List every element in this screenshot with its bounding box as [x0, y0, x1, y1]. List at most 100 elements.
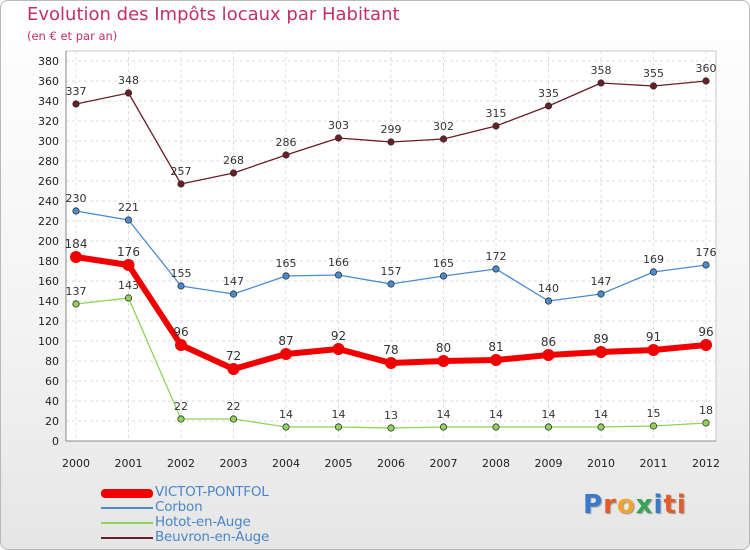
data-point-beuvron-en-auge [702, 77, 710, 85]
data-point-hotot-en-auge [72, 300, 80, 308]
x-tick-label: 2005 [325, 457, 353, 470]
legend-swatch-beuvron-en-auge [101, 537, 153, 539]
y-tick-label: 320 [38, 115, 59, 128]
data-point-victot-pontfol [595, 346, 607, 358]
data-point-victot-pontfol [70, 251, 82, 263]
data-point-beuvron-en-auge [544, 102, 553, 110]
data-point-victot-pontfol [385, 357, 397, 369]
data-label-corbon: 147 [223, 275, 244, 288]
data-label-victot-pontfol: 86 [541, 335, 556, 349]
data-point-beuvron-en-auge [334, 134, 343, 142]
legend-item-corbon: Corbon [101, 499, 341, 515]
data-point-hotot-en-auge [597, 423, 605, 431]
legend-label-beuvron-en-auge: Beuvron-en-Auge [155, 529, 270, 545]
logo-letter: P [583, 490, 604, 520]
data-point-hotot-en-auge [229, 415, 238, 423]
y-tick-label: 80 [45, 355, 59, 368]
data-point-hotot-en-auge [649, 422, 658, 430]
data-point-beuvron-en-auge [177, 180, 185, 188]
x-tick-label: 2009 [535, 457, 563, 470]
data-point-victot-pontfol [700, 339, 712, 351]
data-label-beuvron-en-auge: 337 [66, 85, 87, 98]
data-label-beuvron-en-auge: 257 [171, 165, 192, 178]
data-label-beuvron-en-auge: 358 [591, 64, 612, 77]
data-point-corbon [334, 271, 343, 279]
data-label-hotot-en-auge: 14 [437, 408, 451, 421]
data-label-beuvron-en-auge: 355 [643, 67, 664, 80]
x-tick-label: 2004 [272, 457, 300, 470]
data-label-victot-pontfol: 81 [488, 340, 503, 354]
legend-item-victot-pontfol: VICTOT-PONTFOL [101, 484, 341, 500]
data-label-victot-pontfol: 89 [593, 332, 608, 346]
y-tick-label: 220 [38, 215, 59, 228]
data-label-corbon: 221 [118, 201, 139, 214]
y-tick-label: 60 [45, 375, 59, 388]
y-tick-label: 160 [38, 275, 59, 288]
legend-item-hotot-en-auge: Hotot-en-Auge [101, 514, 341, 530]
y-tick-label: 200 [38, 235, 59, 248]
data-point-corbon [439, 272, 448, 280]
data-point-victot-pontfol [437, 355, 450, 367]
data-point-corbon [177, 282, 185, 290]
chart-subtitle: (en € et par an) [27, 29, 118, 43]
data-point-corbon [72, 207, 80, 215]
legend-label-hotot-en-auge: Hotot-en-Auge [155, 514, 251, 530]
data-point-corbon [229, 290, 238, 298]
legend-label-victot-pontfol: VICTOT-PONTFOL [155, 484, 269, 500]
data-label-corbon: 165 [276, 257, 297, 270]
data-point-beuvron-en-auge [439, 135, 448, 143]
data-point-victot-pontfol [280, 348, 292, 360]
data-point-hotot-en-auge [387, 424, 395, 432]
data-label-corbon: 230 [66, 192, 87, 205]
data-label-hotot-en-auge: 14 [332, 408, 346, 421]
data-label-victot-pontfol: 87 [278, 334, 293, 348]
data-label-corbon: 176 [696, 246, 717, 259]
y-tick-label: 100 [38, 335, 59, 348]
data-point-victot-pontfol [647, 344, 660, 356]
data-point-beuvron-en-auge [124, 89, 133, 97]
data-label-beuvron-en-auge: 303 [328, 119, 349, 132]
data-label-hotot-en-auge: 13 [384, 409, 398, 422]
data-point-beuvron-en-auge [72, 100, 80, 108]
y-tick-label: 280 [38, 155, 59, 168]
data-point-beuvron-en-auge [229, 169, 238, 177]
x-tick-label: 2010 [587, 457, 615, 470]
x-tick-label: 2000 [62, 457, 90, 470]
y-tick-label: 140 [38, 295, 59, 308]
data-point-corbon [544, 297, 553, 305]
data-label-victot-pontfol: 80 [436, 341, 451, 355]
data-label-hotot-en-auge: 14 [594, 408, 608, 421]
data-point-hotot-en-auge [544, 423, 553, 431]
data-label-hotot-en-auge: 22 [174, 400, 188, 413]
chart-legend: VICTOT-PONTFOL Corbon Hotot-en-Auge Beuv… [101, 484, 341, 545]
y-tick-label: 0 [52, 435, 59, 448]
data-point-hotot-en-auge [492, 423, 500, 431]
x-tick-label: 2002 [167, 457, 195, 470]
data-label-corbon: 169 [643, 253, 664, 266]
data-label-corbon: 147 [591, 275, 612, 288]
data-label-victot-pontfol: 96 [698, 325, 713, 339]
data-label-beuvron-en-auge: 335 [538, 87, 559, 100]
legend-swatch-corbon [101, 507, 153, 509]
data-label-victot-pontfol: 92 [331, 329, 346, 343]
legend-swatch-victot-pontfol [101, 489, 153, 498]
x-tick-label: 2012 [692, 457, 720, 470]
data-label-beuvron-en-auge: 299 [381, 123, 402, 136]
data-label-beuvron-en-auge: 268 [223, 154, 244, 167]
data-point-hotot-en-auge [702, 419, 710, 427]
legend-swatch-hotot-en-auge [101, 522, 153, 524]
y-tick-label: 380 [38, 55, 59, 68]
data-label-beuvron-en-auge: 302 [433, 120, 454, 133]
data-label-corbon: 157 [381, 265, 402, 278]
data-point-beuvron-en-auge [649, 82, 658, 90]
data-label-beuvron-en-auge: 348 [118, 74, 139, 87]
data-label-hotot-en-auge: 18 [699, 404, 713, 417]
data-point-hotot-en-auge [177, 415, 185, 423]
data-point-corbon [387, 280, 395, 288]
data-label-hotot-en-auge: 14 [542, 408, 556, 421]
logo-letter: r [603, 490, 617, 520]
data-point-hotot-en-auge [334, 423, 343, 431]
data-point-victot-pontfol [332, 343, 345, 355]
